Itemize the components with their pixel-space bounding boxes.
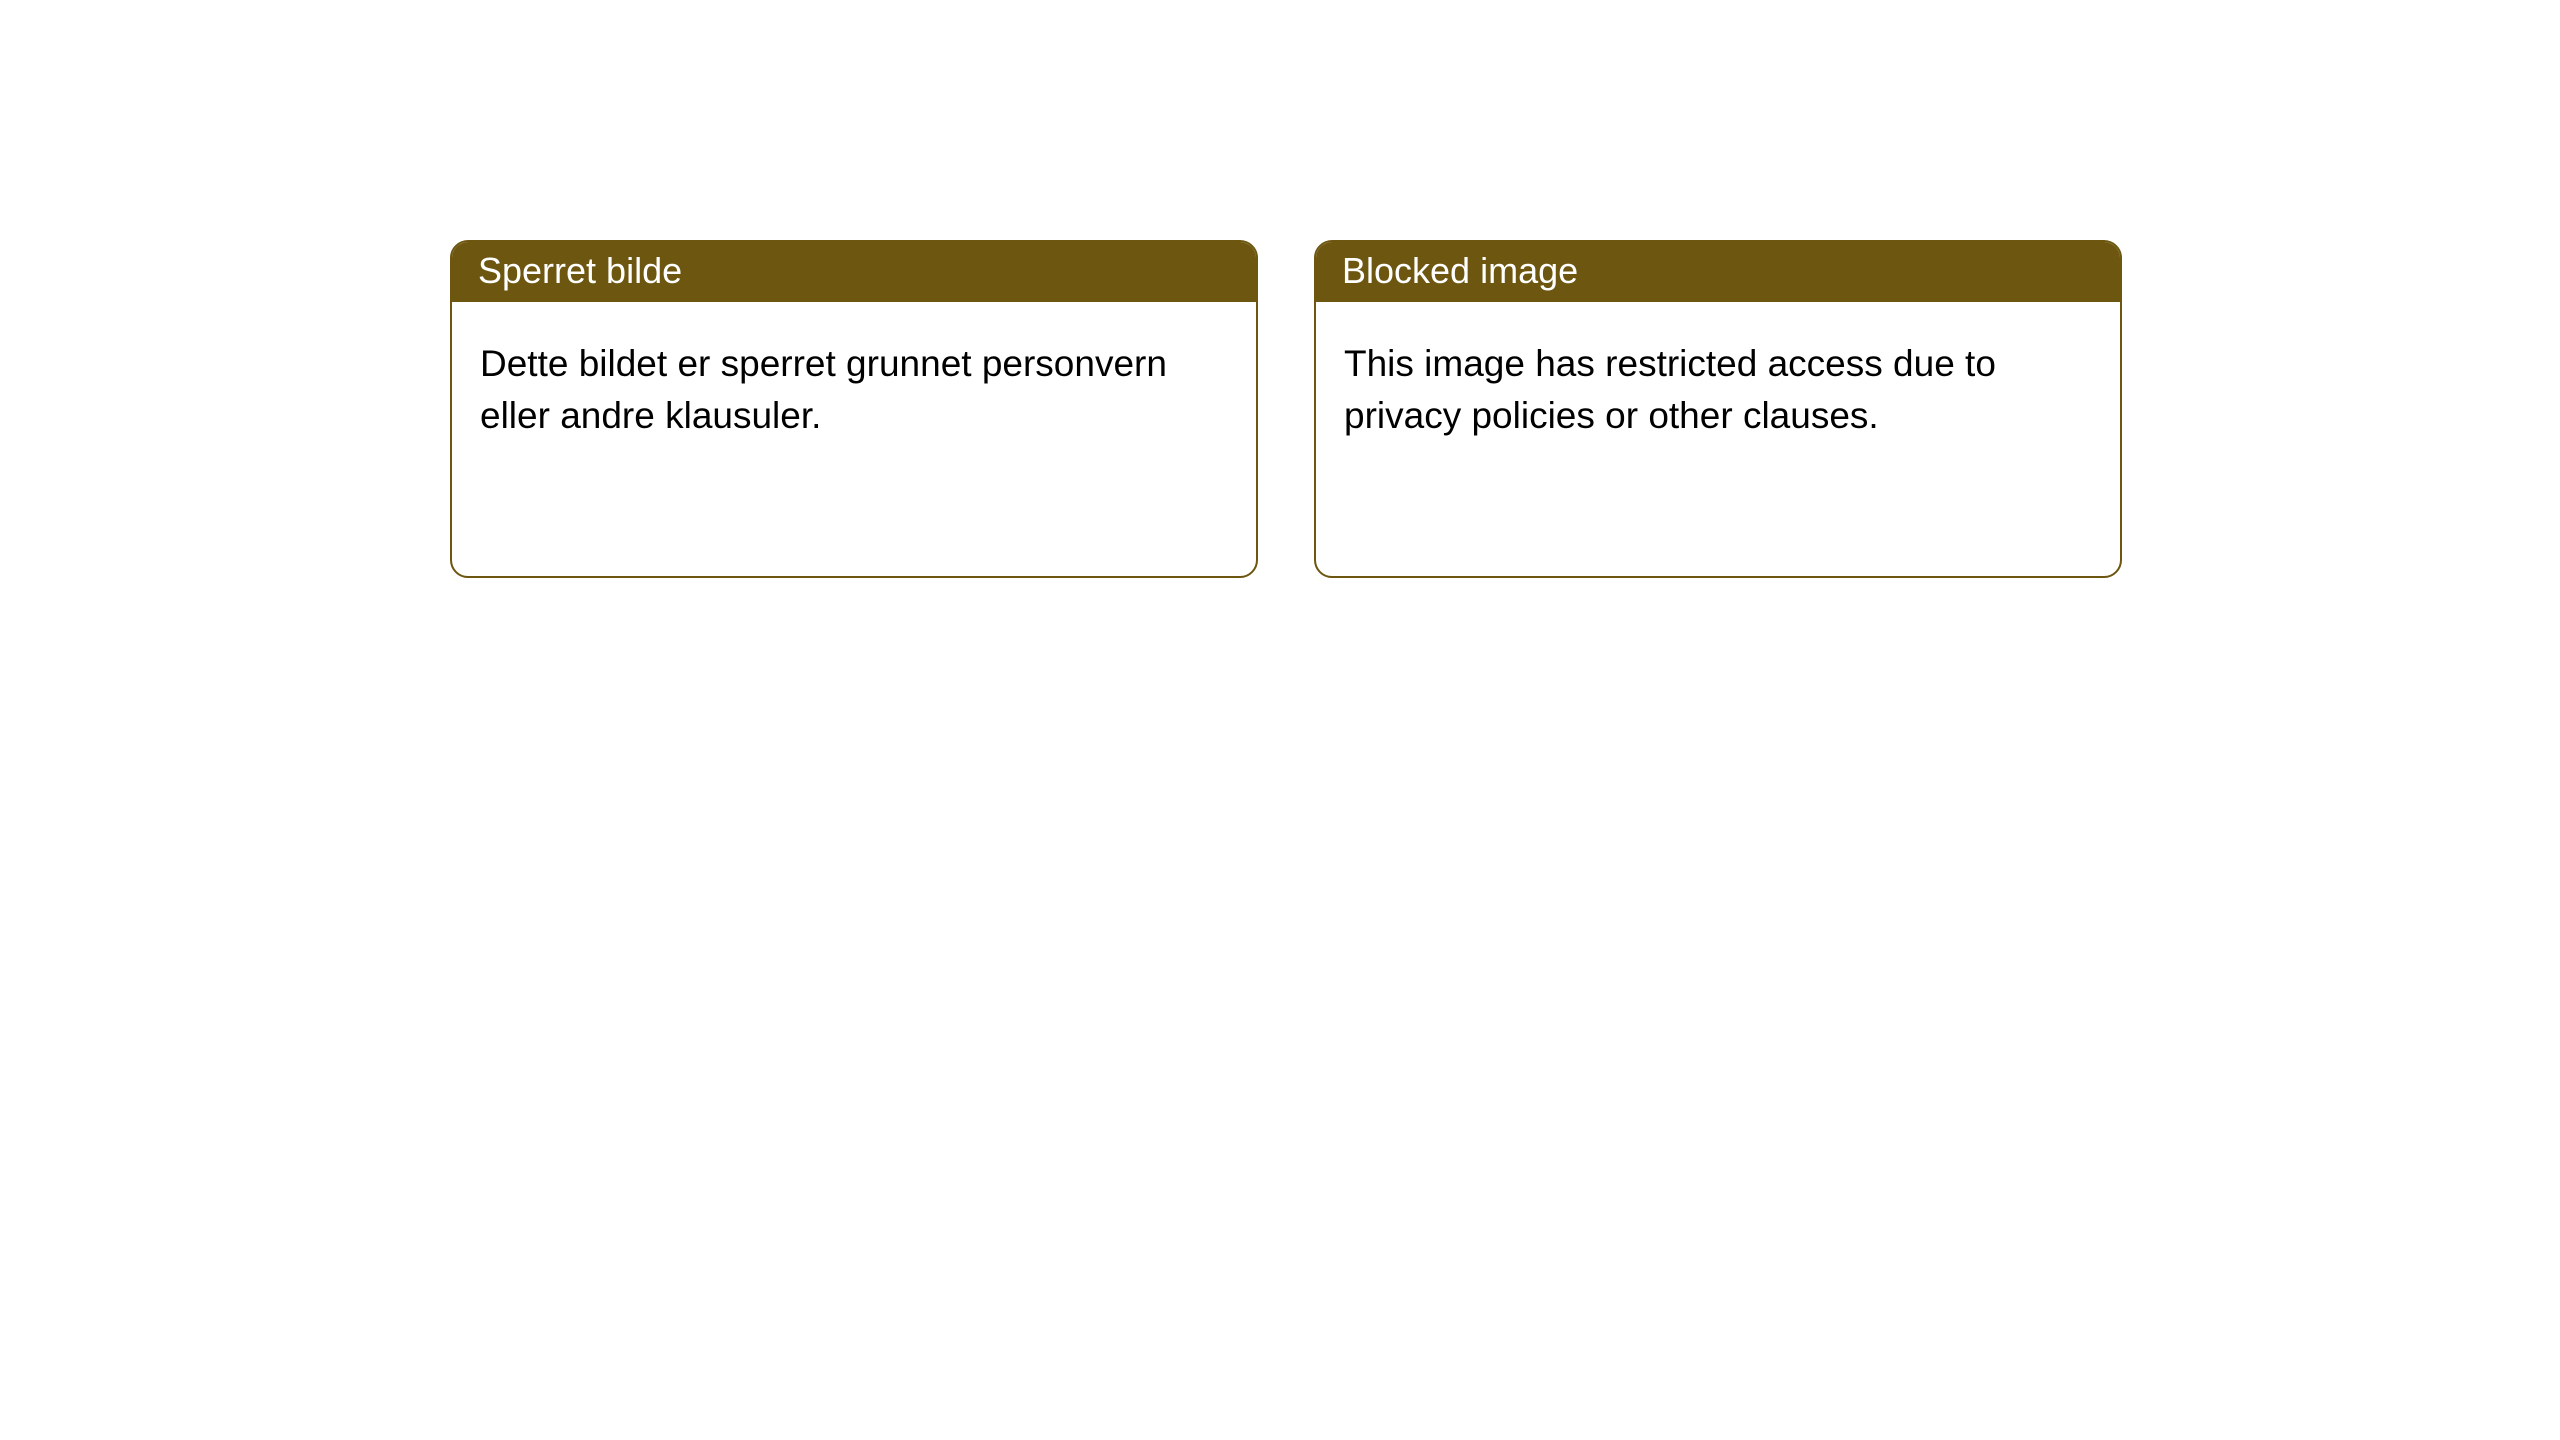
card-header: Blocked image bbox=[1316, 242, 2120, 302]
card-title: Blocked image bbox=[1342, 250, 1578, 291]
notice-card-norwegian: Sperret bilde Dette bildet er sperret gr… bbox=[450, 240, 1258, 578]
card-body-text: Dette bildet er sperret grunnet personve… bbox=[480, 343, 1167, 436]
card-body: This image has restricted access due to … bbox=[1316, 302, 2120, 478]
card-body-text: This image has restricted access due to … bbox=[1344, 343, 1996, 436]
notice-card-container: Sperret bilde Dette bildet er sperret gr… bbox=[0, 0, 2560, 578]
card-header: Sperret bilde bbox=[452, 242, 1256, 302]
card-title: Sperret bilde bbox=[478, 250, 682, 291]
card-body: Dette bildet er sperret grunnet personve… bbox=[452, 302, 1256, 478]
notice-card-english: Blocked image This image has restricted … bbox=[1314, 240, 2122, 578]
